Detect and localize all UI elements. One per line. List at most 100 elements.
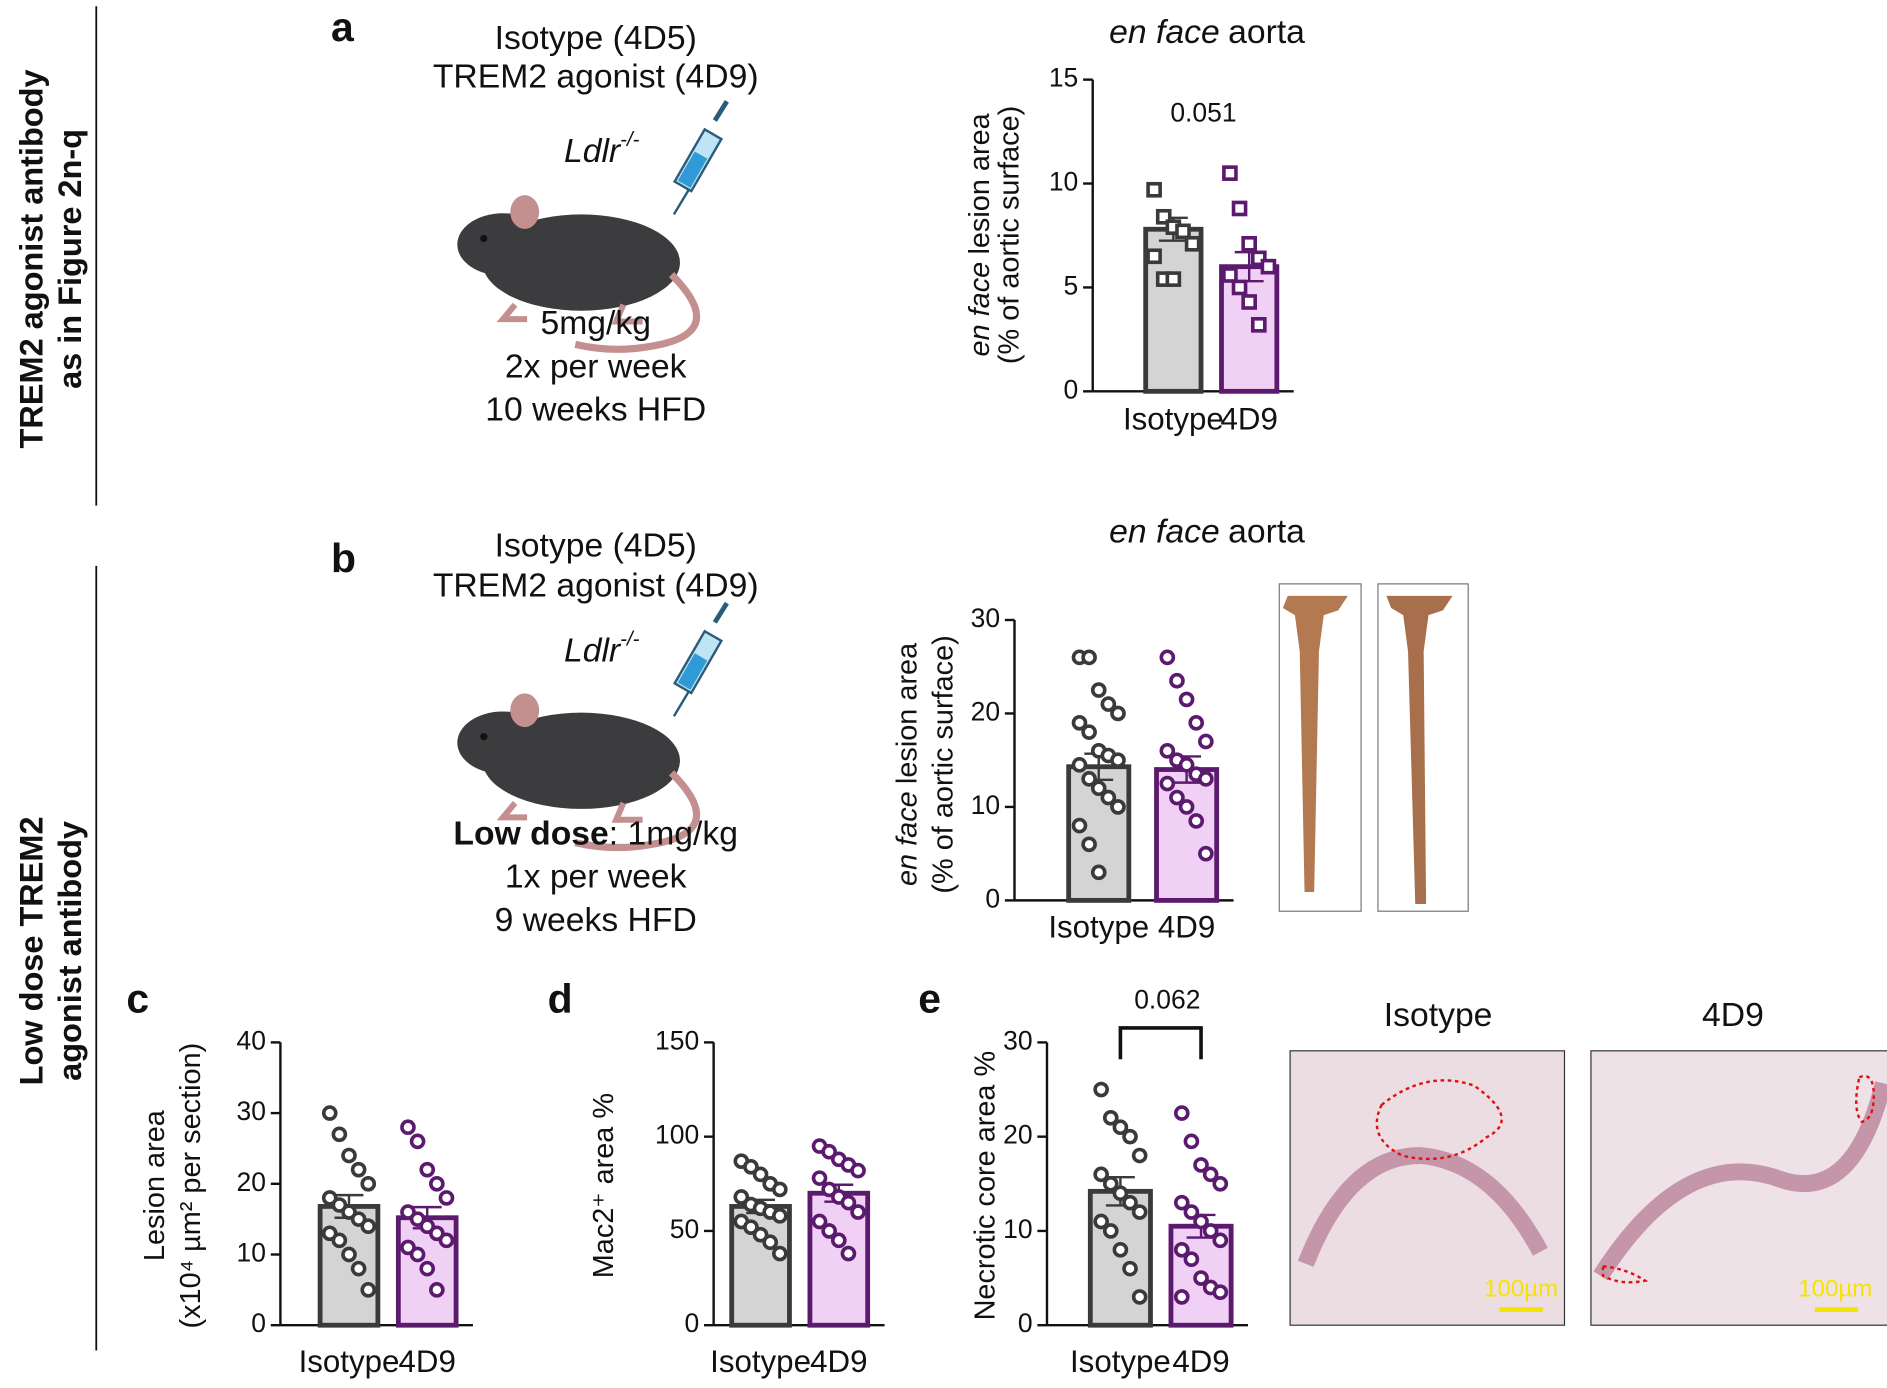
treatment: Isotype (4D5)	[495, 20, 697, 57]
y-axis-label-rest: lesion area	[891, 642, 923, 784]
data-point	[1193, 1270, 1209, 1286]
data-point	[1183, 1251, 1200, 1268]
syringe-icon	[674, 101, 727, 214]
data-point	[821, 1181, 837, 1198]
data-point	[1212, 1232, 1229, 1249]
data-point	[772, 1245, 788, 1262]
data-point	[1090, 864, 1107, 881]
data-point	[821, 1143, 837, 1160]
data-point	[1131, 1289, 1148, 1305]
data-point	[400, 1119, 416, 1136]
data-point	[1169, 789, 1185, 806]
x-tick-label: 4D9	[1172, 1344, 1229, 1379]
data-point	[830, 1232, 847, 1249]
tissue	[1593, 1081, 1887, 1281]
y-axis-label-italic: en face	[963, 262, 995, 357]
x-tick-label: 4D9	[399, 1344, 456, 1379]
data-point	[1159, 775, 1176, 792]
data-point	[1131, 1147, 1148, 1164]
p-value: 0.062	[1134, 984, 1200, 1014]
data-point	[1222, 165, 1238, 181]
strain: Ldlr-/-	[564, 128, 640, 170]
data-point	[1110, 799, 1126, 815]
data-point	[1222, 267, 1238, 283]
treatment: Isotype (4D5)	[495, 528, 697, 565]
side-label: as in Figure 2n-q	[52, 129, 88, 389]
data-point	[1093, 1081, 1109, 1098]
y-axis-label-rest: lesion area	[963, 112, 995, 254]
data-point	[1131, 1204, 1148, 1220]
data-point	[1193, 1213, 1209, 1230]
y-tick-label: 30	[971, 603, 1000, 633]
data-point	[331, 1126, 348, 1143]
data-point	[733, 1189, 750, 1205]
chart-title: en face aorta	[1109, 513, 1305, 550]
data-point	[1112, 1241, 1129, 1258]
necrotic-outline	[1601, 1264, 1649, 1284]
data-point	[1071, 817, 1088, 834]
data-point	[811, 1170, 828, 1186]
data-point	[1202, 1223, 1219, 1239]
treatment: TREM2 agonist (4D9)	[433, 567, 759, 604]
y-tick-label: 20	[971, 696, 1000, 726]
data-point	[772, 1208, 788, 1224]
data-point	[1178, 691, 1195, 708]
x-tick-label: 4D9	[1220, 402, 1277, 437]
chart: 0 10 20 30 Isotype 4D9 Necrotic core area % 0.0…	[969, 984, 1248, 1379]
data-point	[1122, 1128, 1138, 1145]
data-point	[811, 1213, 828, 1230]
y-axis-label: Lesion area	[139, 1109, 171, 1261]
side-label: TREM2 agonist antibody	[13, 69, 49, 448]
y-tick-label: 50	[670, 1214, 699, 1244]
data-point	[1110, 705, 1126, 722]
data-point	[1102, 1175, 1119, 1192]
data-point	[840, 1245, 857, 1262]
x-tick-label: Isotype	[299, 1344, 400, 1379]
data-point	[1090, 682, 1107, 698]
histology-image	[1289, 1050, 1566, 1326]
strain-genotype: -/-	[620, 128, 639, 151]
dose-value: 5mg/kg	[540, 305, 650, 342]
y-tick-label: 40	[237, 1025, 266, 1055]
data-point	[1212, 1284, 1229, 1301]
data-point	[821, 1223, 837, 1239]
y-tick-label: 10	[237, 1238, 266, 1268]
y-tick-label: 15	[1049, 63, 1078, 93]
data-point	[743, 1159, 759, 1175]
necrotic-outline	[1375, 1079, 1503, 1161]
data-point	[1081, 771, 1097, 787]
strain-name: Ldlr	[564, 632, 622, 669]
data-point	[1198, 733, 1214, 750]
y-axis-label: en face lesion area	[891, 642, 923, 886]
y-tick-label: 10	[1003, 1214, 1032, 1244]
data-point	[1071, 714, 1088, 731]
data-point	[429, 1175, 445, 1192]
panel-letter: d	[548, 975, 573, 1021]
y-axis-label: (% of aortic surface)	[994, 106, 1026, 364]
data-point	[1241, 294, 1257, 310]
data-point	[1122, 1194, 1138, 1211]
y-axis-label: en face lesion area	[963, 112, 995, 356]
data-point	[1198, 845, 1214, 862]
strain: Ldlr-/-	[564, 628, 640, 670]
chart-title-italic: en face	[1109, 14, 1220, 51]
duration: 9 weeks HFD	[495, 902, 697, 939]
y-tick-label: 20	[237, 1167, 266, 1197]
data-point	[438, 1232, 455, 1249]
chart: 0 50 100 150 Isotype 4D9 Mac2⁺ area %	[588, 1025, 885, 1379]
data-point	[1112, 1119, 1129, 1136]
x-tick-label: 4D9	[1158, 910, 1215, 945]
data-point	[429, 1282, 445, 1298]
aorta-photo	[1282, 595, 1348, 892]
data-point	[1188, 813, 1205, 829]
data-point	[1188, 714, 1205, 731]
side-label: agonist antibody	[52, 821, 88, 1081]
data-point	[1231, 279, 1248, 296]
y-axis-label: Necrotic core area %	[969, 1051, 1001, 1321]
y-tick-label: 10	[971, 790, 1000, 820]
panel-letter: a	[331, 4, 355, 50]
data-point	[840, 1194, 857, 1211]
data-point	[1090, 780, 1107, 797]
